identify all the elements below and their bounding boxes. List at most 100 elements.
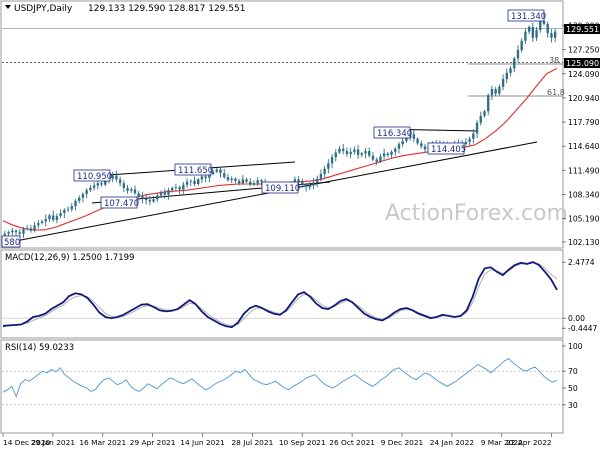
- price-tick-label: 114.640: [568, 142, 600, 151]
- candle-body: [200, 176, 204, 180]
- candle-body: [100, 183, 103, 185]
- candle-body: [7, 232, 10, 234]
- annotation-114-405-text: 114.405: [431, 145, 466, 155]
- price-candles: [3, 17, 557, 239]
- candle-body: [416, 138, 419, 144]
- candle-body: [96, 183, 100, 186]
- candle-body: [70, 206, 73, 210]
- candle-body: [349, 151, 352, 155]
- rsi-line: 100 70 50 30: [2, 342, 583, 410]
- candle-body: [22, 229, 25, 234]
- annotation-131-340-text: 131.340: [511, 12, 546, 22]
- annotation-107-470: 107.470: [100, 196, 139, 209]
- candle-body: [167, 190, 170, 195]
- candle-body: [141, 196, 144, 199]
- candle-body: [215, 169, 218, 172]
- candle-body: [260, 180, 263, 182]
- candle-body: [204, 176, 207, 178]
- candle-body: [3, 233, 7, 236]
- dropdown-triangle-icon[interactable]: [5, 5, 11, 9]
- macd-label: MACD(12,26,9) 1.2500 1.7199: [5, 253, 134, 263]
- candle-body: [312, 182, 315, 186]
- time-tick-label: 29 Jan 2021: [31, 438, 76, 447]
- candle-body: [475, 122, 479, 134]
- candle-body: [550, 33, 553, 38]
- candle-body: [516, 49, 520, 59]
- candle-body: [174, 187, 178, 188]
- annotation-131-340: 131.340: [507, 9, 546, 22]
- candle-body: [509, 68, 512, 73]
- candle-body: [14, 230, 18, 233]
- candle-body: [483, 111, 486, 116]
- time-tick-label: 26 Oct 2021: [329, 438, 375, 447]
- candle-body: [423, 146, 427, 150]
- candle-body: [182, 184, 185, 190]
- candle-body: [122, 183, 126, 188]
- candle-body: [118, 179, 122, 184]
- candle-body: [111, 175, 114, 179]
- candle-body: [293, 179, 297, 183]
- time-tick-label: 10 Sep 2021: [279, 438, 326, 447]
- fib-61-label: 61.8: [547, 88, 565, 97]
- candle-body: [25, 228, 29, 230]
- annotation-111-650-text: 111.650: [178, 166, 213, 176]
- candle-body: [48, 215, 51, 220]
- rsi-pane-frame: [0, 339, 564, 434]
- candle-body: [85, 190, 88, 194]
- candle-body: [115, 175, 118, 180]
- price-tag-last: 129.551: [564, 24, 600, 34]
- candle-body: [468, 138, 471, 142]
- fib-38-label: 38: [549, 56, 559, 65]
- time-tick-label: 9 Mar 2022: [481, 438, 523, 447]
- candle-body: [126, 187, 129, 191]
- candle-body: [74, 200, 77, 207]
- time-tick-label: 14 Dec 2020: [3, 438, 51, 447]
- price-tick-label: 102.130: [568, 238, 600, 247]
- candle-body: [464, 141, 468, 145]
- candle-body: [223, 173, 226, 178]
- candle-body: [256, 180, 259, 184]
- candle-body: [342, 148, 345, 152]
- candle-body: [527, 27, 531, 32]
- rsi-path: [2, 358, 558, 398]
- price-tick-label: 111.490: [568, 166, 600, 175]
- candle-body: [505, 72, 508, 80]
- candle-body: [252, 183, 256, 185]
- candle-body: [319, 174, 323, 179]
- candle-body: [245, 179, 248, 182]
- candle-body: [356, 149, 360, 155]
- annotation-107-470-text: 107.470: [104, 199, 139, 209]
- candle-body: [494, 89, 497, 94]
- candle-body: [345, 151, 349, 155]
- price-tag-last-text: 129.551: [566, 25, 599, 34]
- candle-body: [524, 31, 527, 41]
- rsi-tick-label: 30: [568, 401, 578, 410]
- candle-body: [542, 20, 546, 24]
- candle-body: [327, 163, 330, 169]
- candle-body: [386, 153, 390, 155]
- candle-body: [63, 210, 66, 214]
- candle-body: [308, 185, 311, 188]
- candle-body: [89, 187, 92, 191]
- annotation-111-650: 111.650: [174, 163, 213, 176]
- candle-body: [334, 152, 337, 158]
- candle-body: [197, 179, 200, 184]
- candle-body: [152, 199, 155, 202]
- price-tag-125-090-text: 125.090: [566, 59, 599, 68]
- candle-body: [66, 209, 70, 211]
- candle-body: [375, 159, 378, 162]
- price-tick-label: 120.940: [568, 94, 600, 103]
- candle-body: [405, 138, 408, 142]
- candle-body: [330, 157, 334, 164]
- candle-body: [130, 189, 133, 191]
- macd-tick-label: 2.4774: [568, 258, 595, 267]
- rsi-tick-label: 70: [568, 367, 578, 376]
- candle-body: [531, 27, 535, 38]
- candle-body: [315, 178, 319, 183]
- candle-body: [52, 215, 55, 220]
- price-tick-label: 127.250: [568, 46, 600, 55]
- candle-body: [230, 178, 233, 181]
- macd-tick-label: 0.00: [568, 314, 585, 323]
